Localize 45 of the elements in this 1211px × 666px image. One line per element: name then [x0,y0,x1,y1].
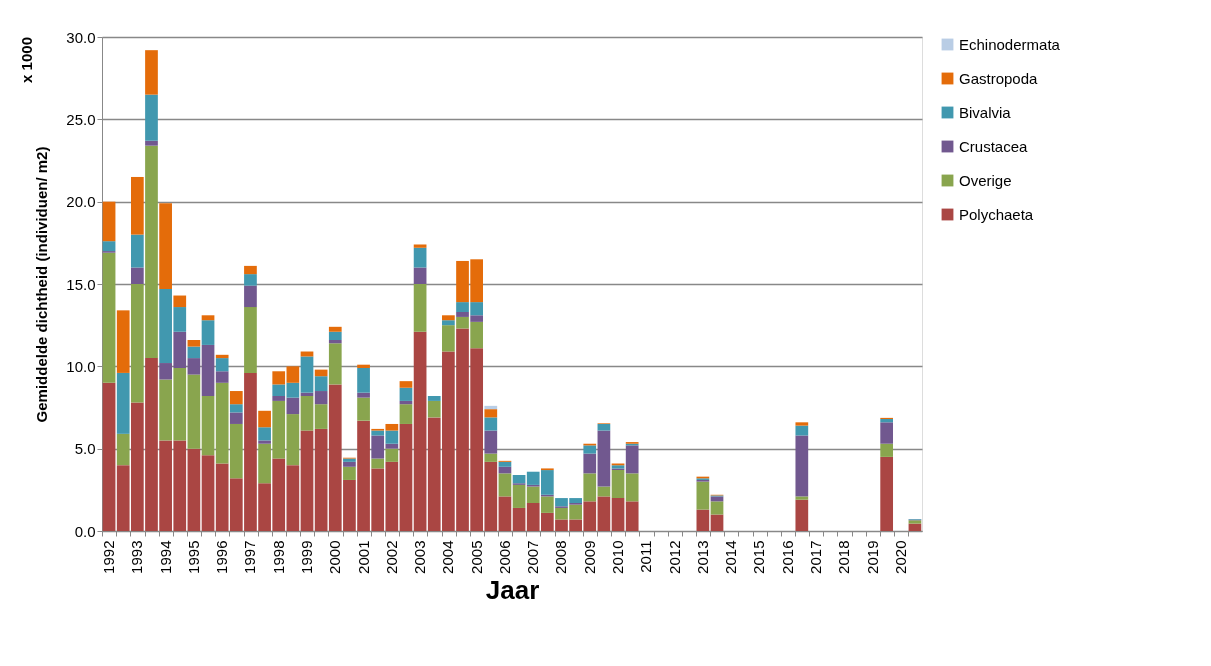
x-tick-label: 2015 [750,540,768,574]
text: x 1000 [18,37,35,83]
x-tick-label: 1999 [298,540,315,574]
x-tick-label: 2009 [580,540,598,574]
x-tick-label: 1994 [156,540,174,574]
x-tick-label: 2019 [863,540,881,574]
x-tick-label: 1996 [213,540,231,574]
x-tick-label: 2011 [637,540,655,573]
y-tick-label: 30.0 [66,28,96,46]
x-tick-label: 2012 [665,540,683,574]
x-tick-label: 1992 [100,540,118,574]
x-tick-label: 2010 [609,540,627,574]
legend-label: Crustacea [959,137,1029,155]
x-tick-label: 2005 [467,540,485,574]
legend-label: Bivalvia [959,103,1012,121]
x-tick-label: 1998 [269,540,287,574]
x-tick-label: 2003 [411,540,429,574]
x-tick-label: 2000 [326,540,344,574]
x-tick-label: 1997 [241,540,259,574]
x-tick-label: 2018 [835,540,853,574]
x-tick-label: 2006 [495,540,513,574]
x-tick-label: 2008 [552,540,570,574]
x-tick-label: 2002 [382,540,400,574]
x-tick-label: 2017 [806,540,824,574]
x-tick-label: 2007 [524,540,542,574]
y-tick-label: 10.0 [66,357,96,375]
x-tick-label: 1995 [184,540,202,574]
y-tick-label: 25.0 [66,110,96,128]
legend-label: Gastropoda [959,69,1039,87]
x-tick-label: 2020 [891,540,909,574]
legend-label: Echinodermata [959,35,1061,53]
x-tick-label: 2014 [722,540,740,574]
x-tick-label: 2001 [354,540,372,574]
y-tick-label: 0.0 [74,522,96,540]
legend-label: Overige [959,171,1012,189]
y-tick-label: 20.0 [66,193,96,211]
x-tick-label: 2016 [778,540,796,574]
y-tick-label: 15.0 [66,275,96,293]
y-axis-title: Gemiddelde dichtheid (individuen/ m2) [33,146,51,423]
x-axis-title: Jaar [485,574,540,605]
x-tick-label: 2004 [439,540,457,574]
legend-label: Polychaeta [959,205,1034,223]
x-tick-label: 1993 [128,540,146,574]
y-tick-label: 5.0 [74,440,96,458]
x-tick-label: 2013 [693,540,711,574]
